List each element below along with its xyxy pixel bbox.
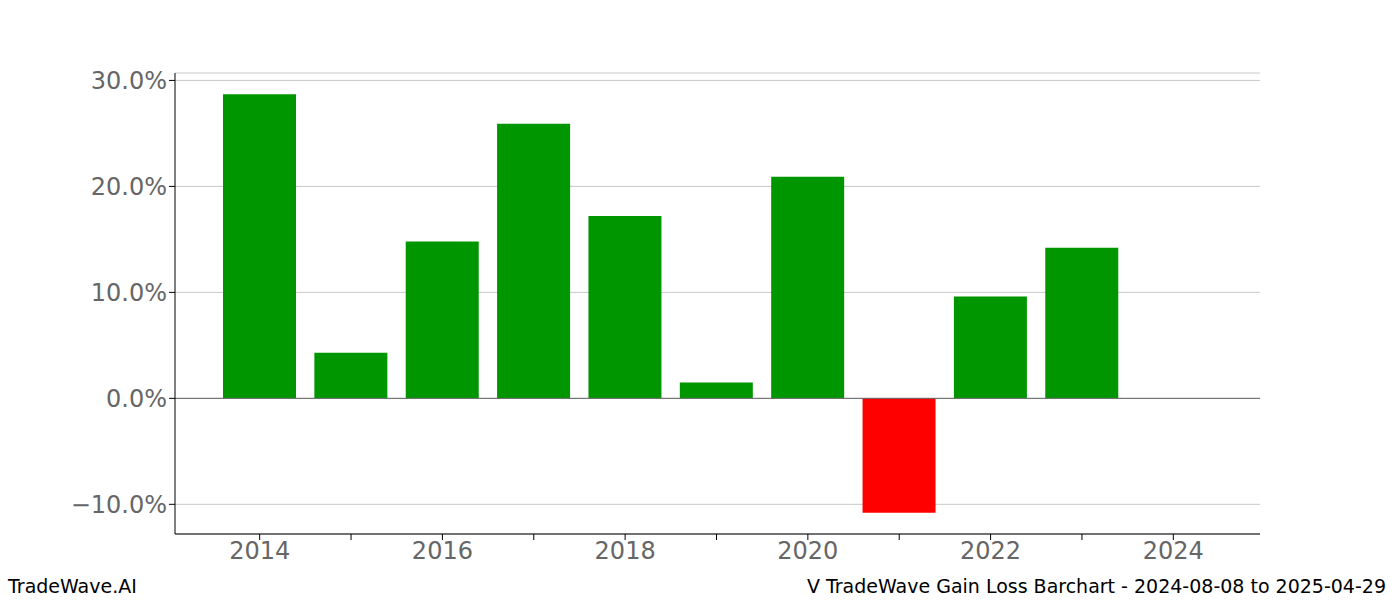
html-text:V TradeWave Gain Loss Barchart: V TradeWave Gain Loss Barchart - 2024-08… — [806, 575, 1386, 597]
svg-text:0.0%: 0.0% — [106, 385, 167, 413]
svg-text:2016: 2016 — [412, 537, 473, 565]
svg-text:2024: 2024 — [1143, 537, 1204, 565]
svg-text:20.0%: 20.0% — [91, 173, 167, 201]
svg-text:2014: 2014 — [229, 537, 290, 565]
svg-text:2020: 2020 — [777, 537, 838, 565]
svg-text:2022: 2022 — [960, 537, 1021, 565]
svg-text:10.0%: 10.0% — [91, 279, 167, 307]
svg-text:30.0%: 30.0% — [91, 67, 167, 95]
svg-text:2018: 2018 — [595, 537, 656, 565]
svg-text:−10.0%: −10.0% — [71, 491, 167, 519]
html-text:TradeWave.AI: TradeWave.AI — [8, 575, 137, 597]
